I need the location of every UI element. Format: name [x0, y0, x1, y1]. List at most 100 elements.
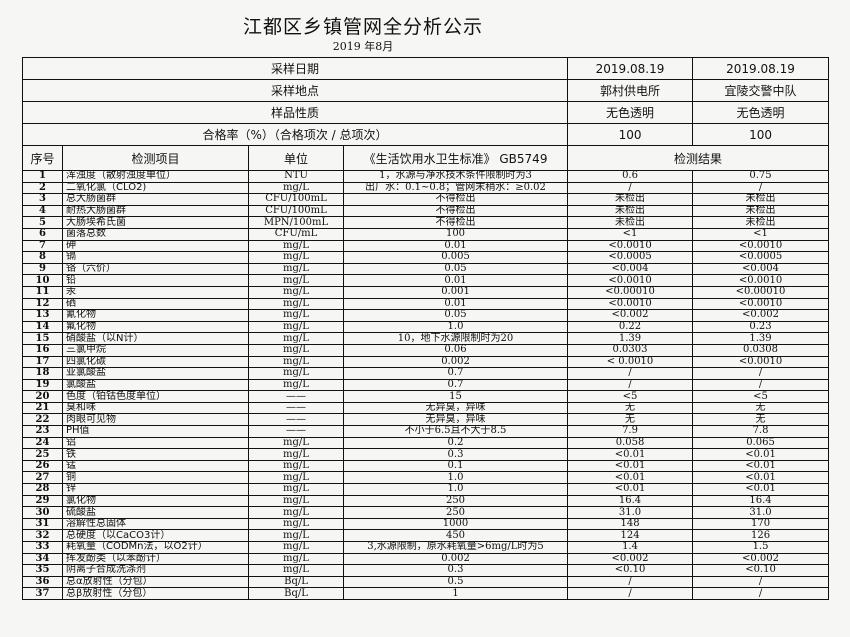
row-result-2: <0.002: [692, 309, 830, 322]
row-unit: CFU/100mL: [248, 204, 344, 218]
row-item: 挥发酚类（以苯酚计）: [62, 552, 249, 566]
row-item: 铁: [62, 448, 249, 461]
table-row: 8 镉 mg/L 0.005 <0.0005 <0.0005: [22, 251, 830, 264]
row-unit: mg/L: [248, 506, 344, 519]
row-result-1: 0.058: [567, 436, 694, 450]
row-standard: 0.002: [342, 355, 569, 369]
table-row: 20 色度（铂钴色度单位） —— 15 <5 <5: [22, 390, 830, 403]
row-item: 大肠埃希氏菌: [62, 216, 249, 229]
row-seq: 31: [22, 517, 63, 531]
row-result-2: <0.10: [692, 564, 830, 577]
title-text: 江都区乡镇管网全分析公示: [242, 16, 483, 38]
row-result-2: 0.065: [692, 436, 830, 450]
row-unit: ——: [248, 413, 344, 427]
row-result-2: 1.39: [692, 332, 830, 345]
row-unit: ——: [248, 425, 344, 438]
row-seq: 20: [22, 390, 63, 403]
row-result-1: <0.004: [567, 262, 694, 276]
row-result-1: 未检出: [567, 216, 694, 229]
row-item: 菌落总数: [62, 227, 249, 241]
header-row-sample-nature: 样品性质 无色透明 无色透明: [21, 101, 830, 124]
row-seq: 3: [22, 193, 63, 206]
header-value: 100: [567, 123, 694, 146]
row-result-1: 31.0: [567, 506, 694, 519]
table-row: 12 硒 mg/L 0.01 <0.0010 <0.0010: [22, 297, 830, 311]
row-result-2: 126: [692, 529, 830, 542]
row-standard: 0.05: [342, 262, 569, 276]
row-standard: 1: [342, 587, 569, 600]
row-result-2: 未检出: [692, 193, 830, 206]
row-item: 氰化物: [62, 309, 249, 322]
table-row: 28 锌 mg/L 1.0 <0.01 <0.01: [22, 483, 830, 496]
row-unit: mg/L: [248, 471, 344, 485]
row-unit: CFU/100mL: [248, 193, 344, 206]
row-result-1: 0.22: [567, 320, 694, 334]
row-result-1: 1.4: [567, 541, 694, 554]
table-row: 19 氯酸盐 mg/L 0.7//: [22, 378, 830, 392]
table-row: 13 氰化物 mg/L 0.05 <0.002 <0.002: [22, 309, 830, 322]
row-item: 亚氯酸盐: [62, 367, 249, 380]
row-result-1: /: [567, 367, 694, 380]
row-seq: 2: [22, 181, 63, 195]
table-row: 22 肉眼可见物 —— 无异臭，异味无无: [22, 413, 830, 427]
row-item: 色度（铂钴色度单位）: [62, 390, 249, 403]
row-seq: 24: [22, 436, 63, 450]
row-seq: 14: [22, 320, 63, 334]
row-result-2: 0.75: [692, 170, 830, 183]
row-result-1: <0.002: [567, 309, 694, 322]
row-item: 阴离子合成洗涤剂: [62, 564, 249, 577]
row-result-2: 170: [692, 517, 830, 531]
row-result-2: <0.002: [692, 552, 830, 566]
row-unit: NTU: [248, 170, 344, 183]
header-value: 郭村供电所: [567, 79, 694, 102]
row-result-2: 0.23: [692, 320, 830, 334]
table-row: 23 PH值 —— 不小于6.5且不大于8.5 7.9 7.8: [22, 425, 830, 438]
row-item: 铝: [62, 436, 249, 450]
row-unit: mg/L: [248, 309, 344, 322]
row-result-2: <0.0010: [692, 239, 830, 253]
row-standard: 0.1: [342, 459, 569, 473]
table-row: 26 锰 mg/L 0.1 <0.01 <0.01: [22, 459, 830, 473]
table-row: 18 亚氯酸盐 mg/L 0.7//: [22, 367, 830, 380]
row-item: 硫酸盐: [62, 506, 249, 519]
row-standard: 1.0: [342, 483, 569, 496]
analysis-table: 采样日期 2019.08.19 2019.08.19 采样地点 郭村供电所 宜陵交警中队…: [21, 57, 830, 600]
row-unit: mg/L: [248, 564, 344, 577]
row-seq: 8: [22, 251, 63, 264]
row-result-1: <0.01: [567, 471, 694, 485]
row-result-1: 124: [567, 529, 694, 542]
row-standard: 0.3: [342, 564, 569, 577]
row-unit: mg/L: [248, 355, 344, 369]
row-item: 总β放射性（分包）: [62, 587, 249, 600]
row-item: 铬（六价）: [62, 262, 249, 276]
row-result-1: <0.0005: [567, 251, 694, 264]
row-seq: 15: [22, 332, 63, 345]
row-seq: 7: [22, 239, 63, 253]
column-header-standard: 《生活饮用水卫生标准》 GB5749: [342, 145, 569, 171]
row-unit: CFU/mL: [248, 227, 344, 241]
row-standard: 无异臭，异味: [342, 413, 569, 427]
row-result-1: <0.0010: [567, 274, 694, 287]
row-item: 总α放射性（分包）: [62, 575, 249, 589]
column-header-row: 序号 检测项目 单位 《生活饮用水卫生标准》 GB5749 检测结果: [22, 145, 830, 171]
row-seq: 12: [22, 297, 63, 311]
header-row-sampling-site: 采样地点 郭村供电所 宜陵交警中队: [21, 79, 830, 102]
row-result-1: 1.39: [567, 332, 694, 345]
row-seq: 32: [22, 529, 63, 542]
row-seq: 33: [22, 541, 63, 554]
row-seq: 29: [22, 494, 63, 508]
row-seq: 10: [22, 274, 63, 287]
row-unit: mg/L: [248, 239, 344, 253]
header-row-pass-rate: 合格率（%）（合格项次 / 总项次） 100 100: [21, 123, 830, 146]
header-label: 采样地点: [21, 79, 569, 102]
row-unit: mg/L: [248, 181, 344, 195]
row-standard: 3,水源限制，原水耗氧量>6mg/L时为5: [342, 541, 569, 554]
row-result-1: <1: [567, 227, 694, 241]
row-result-1: 0.0303: [567, 343, 694, 357]
row-standard: 出厂水：0.1~0.8；管网末稍水：≥0.02: [342, 181, 569, 195]
header-row-sampling-date: 采样日期 2019.08.19 2019.08.19: [21, 57, 830, 80]
row-item: 氟化物: [62, 320, 249, 334]
table-row: 30 硫酸盐 mg/L 250 31.0 31.0: [22, 506, 830, 519]
row-result-2: <1: [692, 227, 830, 241]
table-row: 27 铜 mg/L 1.0 <0.01 <0.01: [22, 471, 830, 485]
